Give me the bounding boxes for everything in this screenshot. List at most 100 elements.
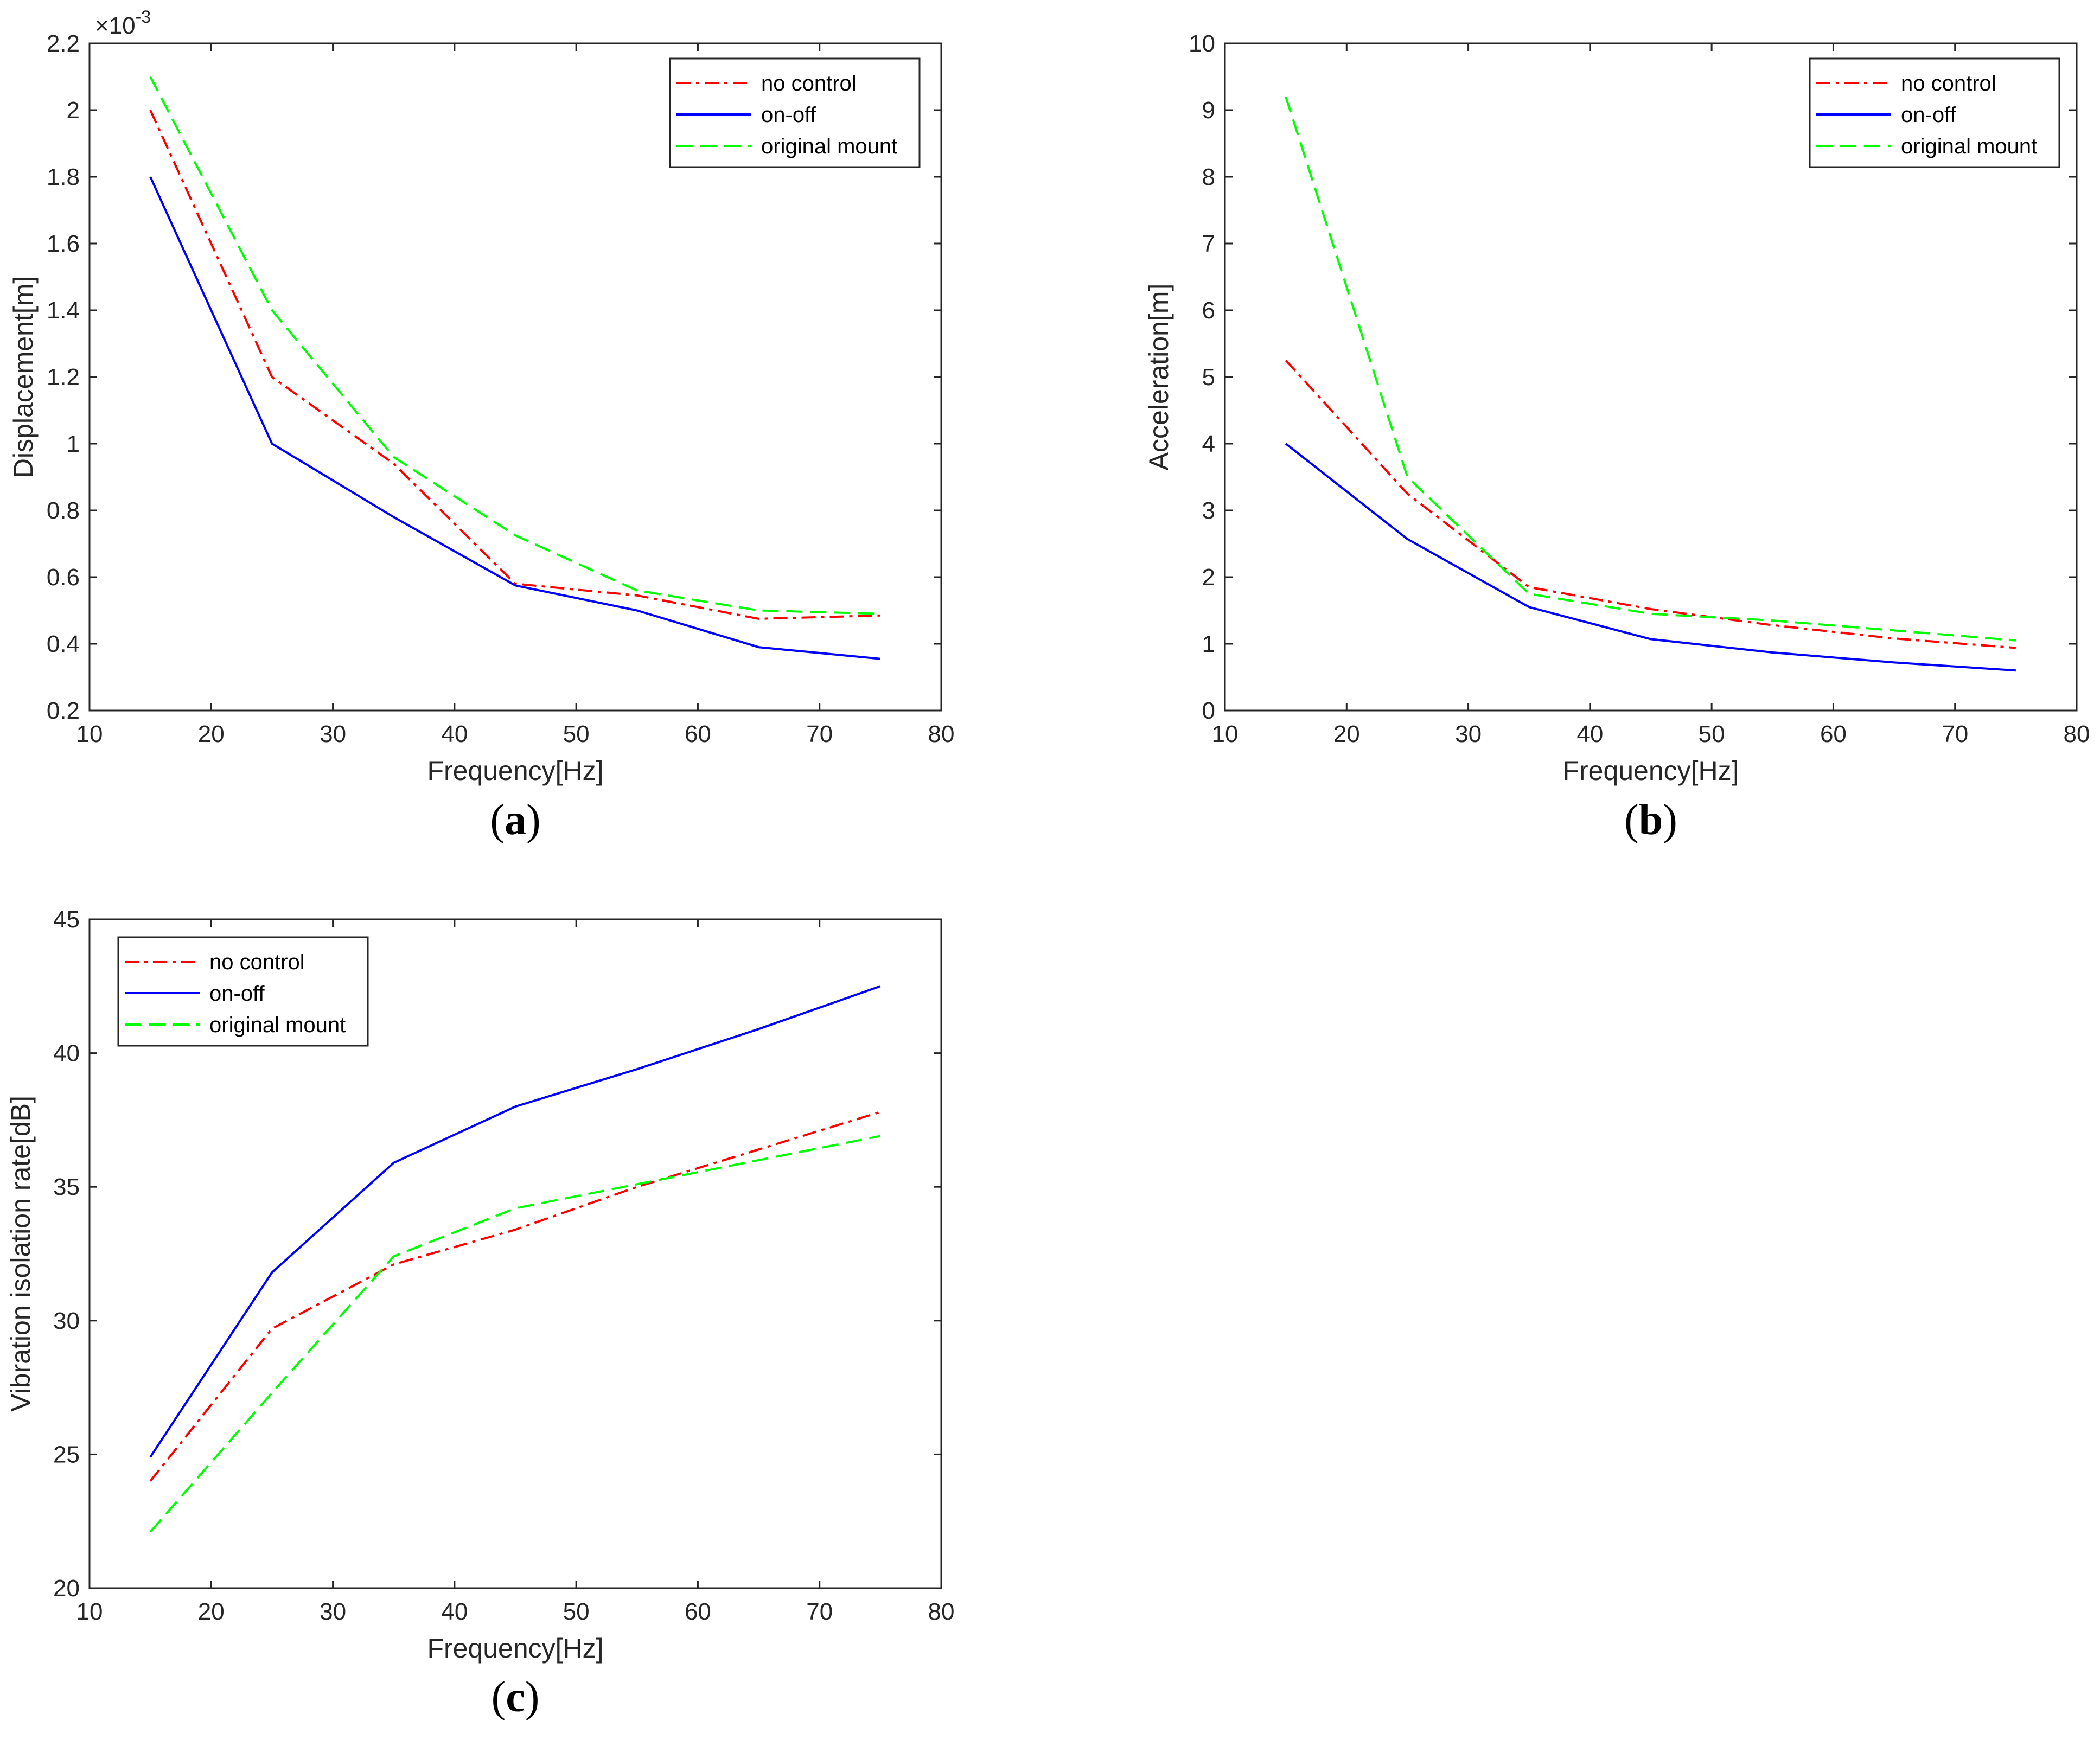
y-tick-label: 35 (53, 1174, 80, 1200)
data-point-on-off (1528, 605, 1531, 609)
data-point-no-control (149, 1480, 152, 1483)
y-tick-label: 0.6 (47, 564, 80, 591)
data-point-no-control (392, 462, 395, 465)
data-point-original-mount (1771, 619, 1774, 622)
data-point-on-off (392, 1161, 395, 1165)
data-point-original-mount (757, 1159, 761, 1162)
x-tick-label: 40 (1576, 721, 1603, 747)
legend-label: on-off (1901, 103, 1956, 127)
x-tick-label: 60 (685, 1598, 711, 1625)
legend-box (1809, 57, 2060, 168)
data-point-original-mount (879, 1134, 882, 1137)
y-tick-label: 2.2 (47, 30, 80, 57)
y-axis-label: Displacement[m] (8, 276, 39, 478)
y-tick-label: 0.4 (47, 631, 80, 657)
y-tick-label: 1.8 (47, 164, 80, 190)
data-point-original-mount (270, 1391, 273, 1394)
data-point-on-off (392, 515, 395, 519)
y-tick-label: 45 (53, 906, 80, 933)
x-tick-label: 70 (1942, 721, 1968, 747)
data-point-no-control (270, 375, 273, 379)
data-point-original-mount (149, 1530, 152, 1533)
y-tick-label: 20 (53, 1575, 80, 1602)
series-line-on-off (149, 176, 881, 660)
series-line-no-control (149, 110, 880, 620)
data-point-original-mount (635, 589, 639, 592)
data-point-on-off (1893, 661, 1896, 664)
data-point-on-off (270, 442, 273, 445)
series-line-no-control (1285, 359, 2016, 649)
data-point-on-off (1649, 637, 1652, 641)
legend: no control on-off original mount (669, 57, 921, 168)
data-point-original-mount (1284, 95, 1287, 98)
y-axis-label: Vibration isolation rate[dB] (5, 1096, 36, 1412)
data-point-on-off (1284, 442, 1287, 445)
legend-label: no control (1901, 72, 1996, 95)
chart-panel-c: 10 20 30 40 50 60 70 80202530354045Frequency[Hz… (5, 906, 954, 1721)
data-point-no-control (757, 617, 761, 620)
data-point-on-off (514, 584, 517, 587)
x-axis-label: Frequency[Hz] (427, 1633, 603, 1664)
chart-panel-a: 10 20 30 40 50 60 70 80 0.2 0.4 0.6 0.8 1 1.2 1.4 1.6 1.… (8, 7, 954, 844)
x-tick-label: 80 (2064, 721, 2090, 747)
data-point-original-mount (1893, 629, 1896, 632)
data-point-original-mount (1649, 612, 1652, 616)
data-point-on-off (757, 1027, 761, 1031)
data-point-no-control (635, 594, 639, 597)
legend: no control on-off original mount (1809, 57, 2060, 168)
legend-box (117, 936, 369, 1047)
data-point-original-mount (270, 309, 273, 312)
data-point-original-mount (1406, 476, 1409, 479)
x-tick-label: 70 (806, 721, 833, 747)
series-line-original-mount (1285, 96, 2016, 642)
data-point-no-control (392, 1263, 395, 1266)
data-point-on-off (635, 609, 639, 612)
data-point-original-mount (392, 456, 395, 459)
data-point-original-mount (514, 1207, 517, 1210)
y-tick-label: 7 (1202, 231, 1215, 257)
data-point-no-control (757, 1148, 761, 1151)
legend-label: original mount (1901, 135, 2037, 158)
y-tick-label: 3 (1202, 497, 1215, 524)
data-point-original-mount (757, 609, 761, 612)
x-tick-label: 50 (563, 1598, 590, 1625)
data-point-original-mount (2014, 639, 2018, 642)
y-tick-label: 0 (1202, 698, 1215, 724)
data-point-original-mount (879, 612, 882, 616)
x-axis-label: Frequency[Hz] (427, 756, 603, 786)
data-point-no-control (1528, 585, 1531, 588)
y-tick-label: 1.6 (47, 231, 80, 257)
y-tick-label: 10 (1189, 30, 1215, 57)
data-point-no-control (879, 1110, 882, 1114)
x-tick-label: 50 (1699, 721, 1725, 747)
data-point-no-control (1893, 637, 1896, 640)
data-point-no-control (514, 1228, 517, 1231)
x-tick-label: 30 (1455, 721, 1482, 747)
y-tick-label: 25 (53, 1441, 80, 1468)
y-tick-label: 30 (53, 1308, 80, 1334)
series-line-on-off (149, 985, 881, 1458)
y-scale-exponent-label: ×10-3 (95, 7, 151, 39)
y-tick-label: 1.4 (47, 297, 80, 324)
legend-label: on-off (209, 982, 265, 1006)
y-tick-label: 1 (67, 431, 80, 457)
y-tick-label: 4 (1202, 431, 1215, 457)
panel-label: (b) (1624, 796, 1677, 844)
legend-label: on-off (761, 103, 816, 127)
data-point-on-off (635, 1067, 639, 1071)
data-point-no-control (1649, 607, 1652, 611)
data-point-on-off (270, 1271, 273, 1274)
data-point-no-control (270, 1327, 273, 1330)
data-point-on-off (1406, 538, 1409, 541)
data-point-on-off (514, 1105, 517, 1108)
data-point-no-control (1771, 624, 1774, 627)
y-tick-label: 8 (1202, 164, 1215, 190)
chart-panel-b: 10 20 30 40 50 60 70 80 0 1 2 3 4 5 6 7 8 9 10 Frequency[Hz… (1144, 30, 2090, 844)
y-tick-label: 5 (1202, 364, 1215, 391)
legend: no control on-off original mount (117, 936, 369, 1047)
x-axis-label: Frequency[Hz] (1562, 756, 1739, 786)
legend-label: original mount (209, 1013, 346, 1037)
x-tick-label: 50 (563, 721, 590, 747)
y-tick-label: 1 (1202, 631, 1215, 657)
